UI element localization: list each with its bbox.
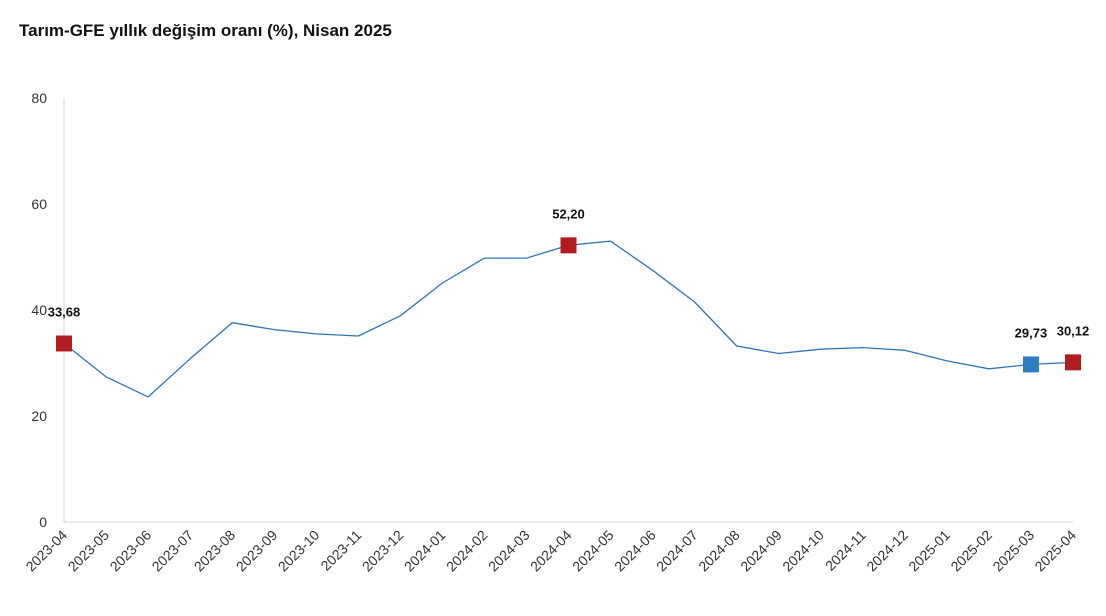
x-tick-label: 2024-12 [863, 527, 911, 575]
data-labels: 33,68 52,20 29,73 30,12 [48, 206, 1090, 340]
x-tick-label: 2025-02 [947, 527, 995, 575]
x-tick-label: 2024-02 [443, 527, 491, 575]
x-tick-label: 2024-08 [695, 527, 743, 575]
x-tick-label: 2025-01 [905, 527, 953, 575]
data-label: 33,68 [48, 304, 81, 319]
y-tick-labels: 0 20 40 60 80 [31, 90, 47, 530]
data-label: 29,73 [1015, 325, 1048, 340]
x-tick-label: 2024-09 [737, 527, 785, 575]
x-tick-label: 2024-10 [779, 527, 827, 575]
x-tick-label: 2023-04 [22, 527, 70, 575]
x-tick-label: 2024-05 [569, 527, 617, 575]
x-tick-label: 2024-04 [527, 527, 575, 575]
x-tick-label: 2025-03 [989, 527, 1037, 575]
y-tick-label: 80 [31, 90, 47, 106]
x-tick-label: 2023-10 [275, 527, 323, 575]
series-line [63, 240, 1074, 398]
x-tick-label: 2024-03 [485, 527, 533, 575]
x-tick-label: 2024-06 [611, 527, 659, 575]
y-tick-label: 60 [31, 196, 47, 212]
x-tick-label: 2023-08 [191, 527, 239, 575]
x-tick-label: 2023-05 [65, 527, 113, 575]
data-point-marker [1065, 354, 1081, 371]
data-point-marker [56, 335, 72, 352]
data-point-marker [1022, 356, 1039, 373]
data-label: 30,12 [1057, 323, 1090, 338]
x-tick-label: 2023-07 [149, 527, 197, 575]
chart-title: Tarım-GFE yıllık değişim oranı (%), Nisa… [19, 21, 392, 40]
data-point-marker [560, 237, 577, 254]
x-tick-label: 2023-09 [233, 527, 281, 575]
chart-axes [63, 98, 1073, 523]
x-tick-label: 2024-11 [822, 527, 869, 574]
x-tick-labels: 2023-042023-052023-062023-072023-082023-… [22, 527, 1079, 575]
x-tick-label: 2024-01 [401, 527, 449, 575]
x-tick-label: 2023-12 [359, 527, 407, 575]
y-tick-label: 40 [31, 302, 47, 318]
x-tick-label: 2025-04 [1031, 527, 1079, 575]
x-tick-label: 2024-07 [653, 527, 701, 575]
data-label: 52,20 [552, 206, 585, 221]
x-tick-label: 2023-06 [107, 527, 155, 575]
y-tick-label: 20 [31, 408, 47, 424]
highlight-markers [56, 237, 1081, 373]
series-group [63, 240, 1074, 398]
x-tick-label: 2023-11 [318, 527, 365, 574]
y-tick-label: 0 [39, 514, 47, 530]
